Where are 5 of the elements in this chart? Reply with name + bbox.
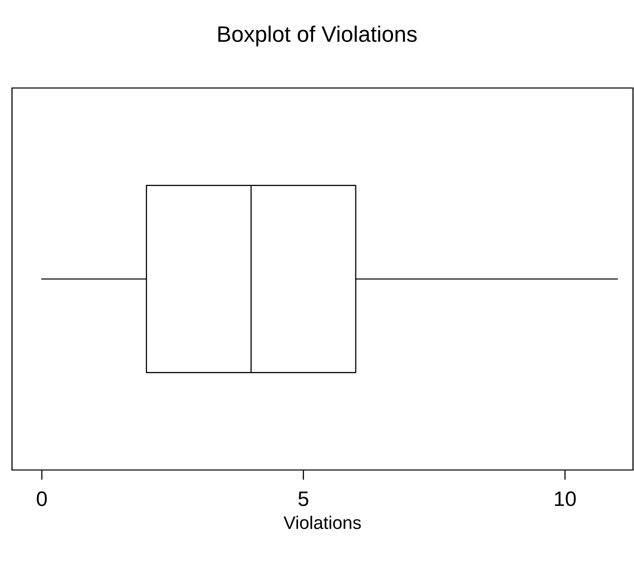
chart-title: Boxplot of Violations	[218, 26, 417, 46]
x-tick-label: 0	[36, 491, 47, 506]
x-tick-label: 10	[554, 491, 576, 506]
x-tick-label: 5	[298, 492, 308, 506]
x-axis-title: Violations	[284, 516, 361, 530]
